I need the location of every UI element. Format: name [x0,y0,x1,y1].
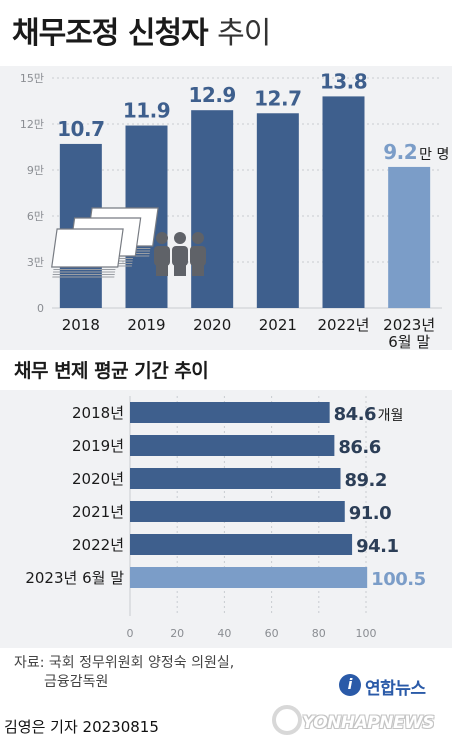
chart1-gridlines [52,77,442,309]
yonhap-logo-icon: i [339,674,361,696]
value-unit: 만 명 [419,147,449,163]
chart1-data-labels: 10.7 11.9 12.9 12.7 13.8 9.2 만 명 [57,69,449,164]
person-head [192,232,204,244]
bar [130,567,368,588]
person-body [154,246,170,266]
data-label: 84.6 [334,404,376,425]
x-tick-label: 2022년 [318,316,370,334]
x-tick-label: 2023년 [383,316,435,334]
x-tick-label: 60 [265,627,279,640]
data-label: 91.0 [349,503,391,524]
y-tick-label: 12만 [20,118,44,131]
bar [130,501,345,522]
data-label: 86.6 [338,437,380,458]
x-tick-label: 40 [217,627,231,640]
category-label: 2019년 [72,437,124,455]
bar [191,110,234,308]
x-tick-label: 80 [312,627,326,640]
x-tick-label: 0 [127,627,134,640]
bar [130,435,335,456]
data-label: 94.1 [356,536,398,557]
yonhap-logo: i 연합뉴스 [339,672,443,699]
person-legs [174,264,186,276]
category-label: 2018년 [72,404,124,422]
chart2-y-axis: 2018년 2019년 2020년 2021년 2022년 2023년 6월 말 [25,404,124,587]
y-tick-label: 0 [37,302,44,315]
data-label: 11.9 [123,99,170,123]
watermark-text: YONHAPNEWS [302,713,435,733]
chart2-x-axis: 0 20 40 60 80 100 [127,627,377,640]
title-suffix: 추이 [217,16,271,51]
bar [388,166,431,308]
yonhapnews-watermark: YONHAPNEWS [272,703,448,743]
chart-title: 채무조정 신청자 추이 [12,8,271,52]
bar [256,113,299,308]
yonhap-logo-text: 연합뉴스 [365,679,426,699]
chart2-title: 채무 변제 평균 기간 추이 [14,360,209,382]
x-tick-label: 2021 [259,316,297,334]
chart1-panel: 0 3만 6만 9만 12만 15만 10.7 11.9 12.9 12.7 13.8 9.2 만 명… [0,66,452,351]
data-label: 10.7 [57,117,104,141]
data-label: 12.9 [188,83,235,107]
chart2-bars [130,402,368,588]
bar [130,468,341,489]
data-label: 100.5 [371,569,425,590]
y-tick-label: 3만 [27,256,44,269]
value-unit: 개월 [378,408,404,424]
category-label: 2023년 6월 말 [25,569,124,587]
person-legs [156,264,168,276]
money-and-people-icon [51,207,206,278]
source-line-2: 금융감독원 [44,674,109,690]
y-tick-label: 9만 [27,164,44,177]
y-tick-label: 15만 [20,72,44,85]
x-tick-label: 100 [356,627,377,640]
data-label: 12.7 [254,86,301,110]
x-tick-label: 2020 [193,316,231,334]
bar [322,96,365,309]
person-body [190,246,206,266]
watermark-ring-icon [272,705,302,735]
chart1-y-axis: 0 3만 6만 9만 12만 15만 [20,72,44,315]
chart1-bars [59,96,431,309]
person-legs [192,264,204,276]
x-tick-label: 6월 말 [388,333,430,350]
reporter-byline: 김영은 기자 20230815 [4,718,159,736]
y-tick-label: 6만 [27,210,44,223]
x-tick-label: 2018 [62,316,100,334]
bar [130,402,330,423]
person-head [156,232,168,244]
bar [130,534,353,555]
person-body [172,246,188,266]
category-label: 2020년 [72,470,124,488]
source-line-1: 자료: 국회 정무위원회 양정숙 의원실, [14,655,235,671]
chart2-panel: 84.6 개월 86.6 89.2 91.0 94.1 100.5 2018년 2019년 20… [0,390,452,648]
title-main-text: 채무조정 신청자 [12,16,209,51]
data-label: 9.2 [383,140,417,164]
x-tick-label: 20 [170,627,184,640]
category-label: 2021년 [72,503,124,521]
vertical-bar-chart: 0 3만 6만 9만 12만 15만 10.7 11.9 12.9 12.7 13.8 9.2 만 명… [20,69,450,351]
chart2-data-labels: 84.6 개월 86.6 89.2 91.0 94.1 100.5 [334,404,426,590]
banknote-stack [51,228,124,268]
x-tick-label: 2019 [127,316,165,334]
category-label: 2022년 [72,536,124,554]
person-head [174,232,186,244]
data-label: 89.2 [345,470,387,491]
data-label: 13.8 [320,69,367,93]
source-note: 자료: 국회 정무위원회 양정숙 의원실, 금융감독원 [14,654,234,692]
